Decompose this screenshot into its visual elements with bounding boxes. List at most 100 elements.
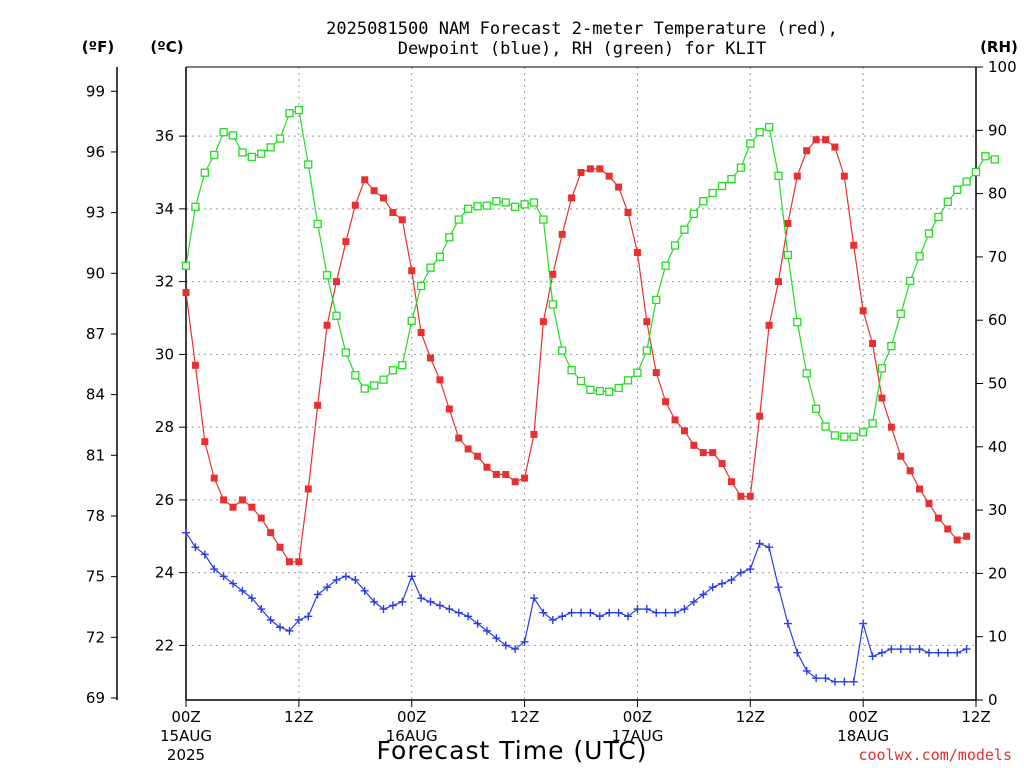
celsius-tick-label: 30: [155, 345, 174, 363]
temperature-point: [455, 434, 463, 442]
temperature-point: [408, 267, 416, 275]
temperature-point: [643, 318, 651, 326]
dewpoint-point: [765, 543, 774, 552]
temperature-point: [248, 503, 256, 511]
temperature-point: [916, 485, 924, 493]
dewpoint-point: [332, 575, 341, 584]
celsius-tick-label: 36: [155, 127, 174, 145]
dewpoint-point: [924, 648, 933, 657]
temperature-point: [944, 525, 952, 533]
rh-tick-label: 100: [988, 58, 1017, 76]
rh-point: [680, 225, 689, 234]
dewpoint-point: [708, 583, 717, 592]
celsius-tick-label: 34: [155, 200, 174, 218]
dewpoint-point: [943, 648, 952, 657]
temperature-point: [690, 441, 698, 449]
x-tick-label: 12Z: [736, 708, 765, 726]
rh-point: [369, 381, 379, 390]
celsius-tick-label: 24: [155, 564, 174, 582]
dewpoint-point: [840, 677, 849, 686]
fahrenheit-tick-label: 96: [86, 143, 105, 161]
rh-point: [868, 419, 877, 428]
dewpoint-point: [360, 586, 369, 595]
dewpoint-point: [689, 597, 698, 606]
dewpoint-point: [661, 608, 670, 617]
temperature-point: [530, 430, 538, 438]
rh-point: [445, 233, 454, 242]
temperature-point: [558, 230, 566, 238]
rh-point: [858, 428, 868, 437]
dewpoint-point: [191, 543, 200, 552]
dewpoint-point: [633, 605, 642, 614]
temperature-point: [210, 474, 218, 482]
dewpoint-point: [896, 645, 905, 654]
temperature-point: [765, 321, 773, 329]
temperature-point: [709, 449, 717, 457]
fahrenheit-tick-label: 84: [86, 386, 105, 404]
rh-point: [887, 342, 896, 351]
temperature-point: [934, 514, 942, 522]
dewpoint-point: [859, 619, 868, 628]
rh-point: [379, 375, 388, 384]
dewpoint-point: [313, 590, 322, 599]
temperature-point: [812, 136, 820, 144]
rh-point: [764, 122, 774, 132]
rh-point: [388, 366, 398, 375]
rh-tick-label: 20: [988, 564, 1007, 582]
rh-point: [586, 385, 595, 394]
rh-point: [971, 167, 981, 177]
dewpoint-point: [529, 594, 538, 603]
rh-point: [304, 160, 313, 169]
x-tick-year-label: 2025: [167, 746, 205, 764]
fahrenheit-tick-label: 87: [86, 325, 105, 343]
rh-point: [614, 383, 623, 393]
temperature-point: [803, 147, 811, 155]
temperature-point: [963, 532, 971, 540]
rh-point: [670, 241, 680, 250]
rh-point: [821, 422, 830, 431]
dewpoint-point: [595, 612, 604, 621]
temperature-point: [191, 361, 199, 369]
dewpoint-point: [962, 645, 971, 654]
temperature-point: [737, 492, 745, 500]
dewpoint-point: [755, 539, 764, 548]
dewpoint-point: [426, 597, 435, 606]
rh-point: [623, 376, 633, 385]
x-tick-date-label: 18AUG: [837, 727, 889, 745]
rh-point: [830, 431, 840, 440]
celsius-tick-label: 28: [155, 418, 174, 436]
dewpoint-point: [294, 615, 303, 624]
chart-series: [181, 105, 999, 686]
dewpoint-point: [492, 634, 501, 643]
rh-tick-label: 60: [988, 311, 1007, 329]
temperature-point: [831, 143, 839, 151]
temperature-point: [906, 467, 914, 475]
rh-point: [257, 149, 266, 158]
x-tick-label: 00Z: [171, 708, 200, 726]
rh-point: [275, 134, 285, 143]
dewpoint-point: [934, 648, 943, 657]
rh-point: [294, 105, 304, 115]
temperature-point: [662, 398, 670, 406]
rh-point: [473, 202, 482, 211]
temperature-point: [624, 209, 632, 217]
rh-point: [482, 201, 492, 210]
temperature-point: [887, 423, 895, 431]
temperature-point: [615, 183, 623, 191]
rh-point: [934, 212, 943, 222]
temperature-point: [238, 496, 246, 504]
fahrenheit-tick-label: 99: [86, 82, 105, 100]
rh-point: [567, 366, 576, 375]
temperature-point: [361, 176, 369, 184]
x-tick-date-label: 17AUG: [611, 727, 663, 745]
dewpoint-point: [482, 626, 491, 635]
dewpoint-point: [548, 615, 557, 624]
dewpoint-point: [671, 608, 680, 617]
rh-point: [943, 197, 952, 206]
dewpoint-point: [680, 605, 689, 614]
rh-point: [228, 131, 238, 140]
rh-point: [360, 384, 369, 393]
rh-point: [313, 219, 322, 229]
temperature-point: [445, 405, 453, 413]
rh-point: [285, 109, 294, 118]
